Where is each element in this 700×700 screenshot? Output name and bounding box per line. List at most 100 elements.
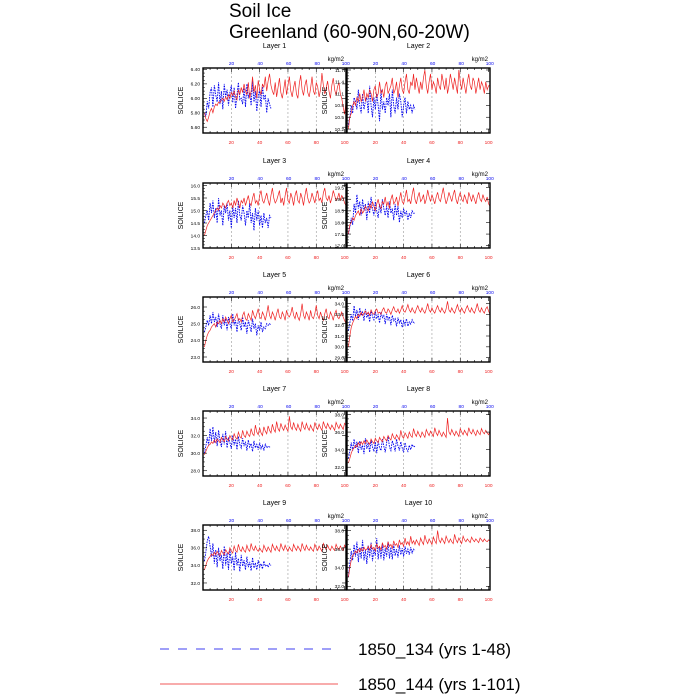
legend: 1850_134 (yrs 1-48) 1850_144 (yrs 1-101) (160, 640, 521, 694)
units-label: kg/m2 (472, 57, 489, 63)
series-1850-144-line (348, 69, 490, 130)
panel-title: Layer 8 (407, 386, 430, 393)
x-tick-label-bottom: 80 (314, 255, 320, 261)
panel-title: Layer 2 (407, 43, 430, 50)
series-1850-134-line (203, 197, 272, 231)
panel-5: Layer 5 kg/m2 SOILICE 20 40 60 80 100 20 40 60 80 10… (178, 272, 350, 375)
x-tick-label-bottom: 20 (229, 140, 235, 146)
series-1850-144-line (348, 417, 491, 463)
series-1850-144-line (204, 416, 347, 456)
x-tick-label-bottom: 20 (229, 369, 235, 375)
panel-4: Layer 4 kg/m2 SOILICE 20 40 60 80 100 20 40 60 80 10… (322, 158, 494, 261)
x-tick-label-bottom: 40 (257, 597, 263, 603)
x-tick-label-bottom: 60 (429, 369, 435, 375)
panel-title: Layer 7 (263, 386, 286, 393)
x-tick-label-bottom: 100 (341, 597, 349, 603)
x-tick-label-top: 100 (486, 404, 494, 410)
x-tick-label-top: 20 (373, 404, 379, 410)
series-1850-134-line (347, 305, 415, 331)
x-tick-label-bottom: 80 (458, 483, 464, 489)
x-tick-label-bottom: 100 (341, 369, 349, 375)
units-label: kg/m2 (472, 286, 489, 292)
panel-title: Layer 9 (263, 500, 286, 507)
x-tick-label-bottom: 100 (485, 369, 493, 375)
plot-frame (346, 67, 491, 134)
x-tick-label-bottom: 80 (314, 140, 320, 146)
y-tick-label: 19.5 (335, 185, 345, 191)
series-1850-134-line (347, 537, 416, 578)
panel-title: Layer 5 (263, 272, 286, 279)
x-tick-label-bottom: 80 (314, 597, 320, 603)
y-tick-label: 11.4 (335, 80, 344, 86)
panels-grid: Layer 1 kg/m2 SOILICE 20 40 60 80 100 20 40 60 80 10… (178, 43, 494, 603)
y-tick-label: 25.0 (191, 321, 201, 327)
x-tick-label-bottom: 60 (285, 255, 291, 261)
y-tick-label: 10.2 (335, 127, 345, 133)
x-tick-label-top: 60 (430, 518, 436, 524)
panel-6: Layer 6 kg/m2 SOILICE 20 40 60 80 100 20 40 60 80 10… (322, 272, 494, 375)
x-tick-label-bottom: 40 (401, 483, 407, 489)
series-1850-144-line (204, 542, 347, 570)
x-tick-label-top: 80 (315, 518, 321, 524)
y-tick-label: 32.0 (335, 584, 345, 590)
x-tick-label-top: 80 (315, 176, 321, 182)
x-tick-label-bottom: 40 (257, 140, 263, 146)
units-label: kg/m2 (472, 400, 489, 406)
x-tick-label-top: 40 (257, 61, 263, 67)
x-tick-label-bottom: 20 (373, 483, 379, 489)
x-tick-label-top: 40 (401, 176, 407, 182)
y-tick-label: 32.0 (191, 433, 201, 439)
x-tick-label-bottom: 20 (373, 140, 379, 146)
y-tick-label: 17.5 (335, 232, 345, 238)
x-tick-label-top: 20 (229, 290, 235, 296)
x-tick-label-top: 20 (229, 518, 235, 524)
y-tick-label: 36.0 (191, 546, 201, 552)
legend-label: 1850_134 (yrs 1-48) (358, 640, 511, 659)
plot-frame (202, 410, 347, 477)
plot-frame (202, 67, 347, 134)
x-tick-label-bottom: 80 (314, 369, 320, 375)
x-tick-label-top: 60 (286, 61, 292, 67)
y-tick-label: 17.0 (335, 243, 345, 249)
plot-frame (346, 410, 491, 477)
panel-title: Layer 1 (263, 43, 286, 50)
y-tick-label: 5.60 (191, 125, 201, 131)
y-axis-label: SOILICE (178, 429, 185, 457)
x-tick-label-top: 60 (286, 176, 292, 182)
x-tick-label-top: 40 (401, 290, 407, 296)
y-tick-label: 6.20 (191, 82, 201, 88)
x-tick-label-top: 100 (486, 176, 494, 182)
panel-7: Layer 7 kg/m2 SOILICE 20 40 60 80 100 20 40 60 80 10… (178, 386, 350, 489)
x-tick-label-top: 60 (430, 61, 436, 67)
x-tick-label-bottom: 40 (257, 369, 263, 375)
y-tick-label: 32.0 (335, 465, 345, 471)
x-tick-label-top: 20 (373, 61, 379, 67)
x-tick-label-bottom: 60 (429, 255, 435, 261)
x-tick-label-bottom: 100 (485, 483, 493, 489)
y-tick-label: 23.0 (191, 355, 201, 361)
x-tick-label-top: 100 (486, 518, 494, 524)
x-tick-label-bottom: 60 (285, 140, 291, 146)
x-tick-label-top: 40 (401, 404, 407, 410)
x-tick-label-bottom: 40 (401, 140, 407, 146)
x-tick-label-top: 40 (257, 290, 263, 296)
y-tick-label: 24.0 (191, 338, 201, 344)
y-tick-label: 30.0 (335, 345, 345, 351)
x-tick-label-top: 80 (459, 518, 465, 524)
x-tick-label-bottom: 60 (285, 483, 291, 489)
y-tick-label: 26.0 (191, 305, 201, 311)
x-tick-label-top: 80 (459, 176, 465, 182)
x-tick-label-top: 60 (286, 404, 292, 410)
x-tick-label-top: 100 (486, 290, 494, 296)
x-tick-label-top: 20 (229, 61, 235, 67)
y-tick-label: 28.0 (191, 469, 201, 475)
plot-frame (346, 296, 491, 363)
units-label: kg/m2 (328, 172, 345, 178)
x-tick-label-top: 80 (459, 404, 465, 410)
x-tick-label-bottom: 40 (257, 255, 263, 261)
units-label: kg/m2 (472, 514, 489, 520)
x-tick-label-top: 60 (286, 290, 292, 296)
y-tick-label: 34.0 (191, 563, 201, 569)
y-tick-label: 6.00 (191, 96, 201, 102)
series-1850-134-line (347, 436, 416, 459)
